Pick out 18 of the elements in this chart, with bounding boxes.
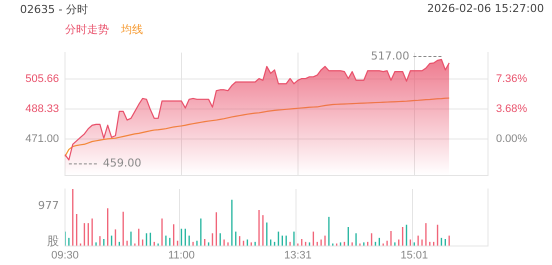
y-tick-label: 488.33 xyxy=(25,103,59,116)
y2-tick-label: 3.68% xyxy=(496,103,528,116)
x-tick-label: 09:30 xyxy=(51,249,79,262)
text: 977 xyxy=(38,198,59,212)
x-tick-label: 11:00 xyxy=(168,249,195,262)
annotation: 459.00 xyxy=(102,156,142,170)
x-tick-label: 13:31 xyxy=(284,249,312,262)
text: 分时走势 xyxy=(65,22,109,37)
y2-tick-label: 0.00% xyxy=(496,133,528,146)
x-tick-label: 15:01 xyxy=(400,249,428,262)
y-tick-label: 505.66 xyxy=(25,73,59,86)
chart-subtitle: 2026-02-06 15:27:00 xyxy=(427,2,544,15)
chart-title: 02635 - 分时 xyxy=(20,2,88,17)
annotation: 517.00 xyxy=(370,49,410,62)
y2-tick-label: 7.36% xyxy=(496,73,528,86)
text: 均线 xyxy=(121,22,143,37)
y-axis-title: 股 xyxy=(47,234,59,248)
y-tick-label: 471.00 xyxy=(25,133,59,146)
